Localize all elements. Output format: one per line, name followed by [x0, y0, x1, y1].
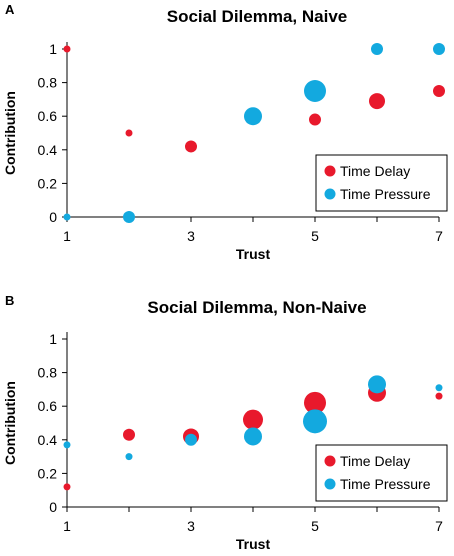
data-point-time-delay [435, 392, 443, 400]
data-point-time-pressure [368, 375, 386, 394]
data-point-time-pressure [371, 43, 383, 55]
y-tick-label: 0.4 [38, 142, 58, 158]
y-tick-label: 0.6 [38, 108, 58, 124]
data-point-time-delay [369, 93, 385, 110]
x-tick-label: 3 [187, 228, 195, 244]
y-tick-label: 1 [49, 41, 57, 57]
y-tick-label: 0.8 [38, 365, 58, 381]
x-tick-label: 1 [63, 518, 71, 534]
legend: Time Delay Time Pressure [315, 154, 448, 212]
data-point-time-pressure [125, 453, 133, 461]
y-tick-label: 0.2 [38, 175, 58, 191]
data-point-time-delay [123, 428, 135, 441]
data-point-time-pressure [63, 213, 71, 221]
legend-marker [324, 478, 336, 490]
panel-letter: B [5, 293, 14, 308]
legend-box [315, 154, 448, 212]
data-point-time-delay [243, 409, 263, 430]
x-tick-label: 5 [311, 228, 319, 244]
data-point-time-delay [63, 45, 71, 53]
x-tick-label: 7 [435, 228, 443, 244]
data-point-time-delay [309, 113, 321, 126]
legend: Time Delay Time Pressure [315, 444, 448, 502]
legend-box [315, 444, 448, 502]
legend-label: Time Pressure [340, 186, 431, 202]
data-point-time-delay [433, 85, 445, 97]
legend-label: Time Delay [340, 163, 410, 179]
data-point-time-pressure [304, 80, 326, 102]
series-time-pressure [63, 43, 445, 223]
series-time-pressure [63, 375, 443, 461]
y-tick-label: 0 [49, 209, 57, 225]
y-tick-label: 0.4 [38, 432, 58, 448]
y-tick-label: 0.2 [38, 465, 58, 481]
data-point-time-delay [125, 129, 133, 137]
series-time-delay [63, 45, 445, 153]
data-point-time-pressure [63, 441, 71, 449]
legend-marker [324, 165, 336, 177]
chart-panel-b: B Social Dilemma, Non-Naive 0 0.2 0.4 0.6 0.8 1… [2, 293, 448, 552]
data-point-time-pressure [435, 384, 443, 392]
x-axis-label: Trust [236, 536, 271, 552]
data-point-time-pressure [244, 107, 262, 126]
legend-marker [324, 188, 336, 200]
chart-title: Social Dilemma, Naive [167, 7, 347, 26]
y-tick-label: 0 [49, 499, 57, 515]
data-point-time-pressure [303, 409, 327, 434]
y-axis-label: Contribution [2, 91, 18, 175]
legend-label: Time Delay [340, 453, 410, 469]
chart-panel-a: A Social Dilemma, Naive 0 0.2 0.4 0.6 0.8 1 1 3 5 7… [2, 2, 448, 262]
chart-title: Social Dilemma, Non-Naive [147, 298, 366, 317]
x-axis-label: Trust [236, 246, 271, 262]
y-tick-label: 1 [49, 331, 57, 347]
y-tick-label: 0.8 [38, 75, 58, 91]
data-point-time-pressure [185, 433, 197, 446]
data-point-time-pressure [244, 427, 262, 446]
x-tick-label: 7 [435, 518, 443, 534]
x-tick-label: 5 [311, 518, 319, 534]
y-tick-label: 0.6 [38, 398, 58, 414]
data-point-time-pressure [433, 43, 445, 55]
legend-label: Time Pressure [340, 476, 431, 492]
y-axis-label: Contribution [2, 381, 18, 465]
data-point-time-delay [63, 483, 71, 491]
data-point-time-delay [185, 140, 197, 153]
x-tick-label: 3 [187, 518, 195, 534]
panel-letter: A [5, 2, 15, 17]
legend-marker [324, 455, 336, 467]
data-point-time-delay [304, 391, 326, 414]
data-point-time-pressure [123, 211, 135, 223]
x-tick-label: 1 [63, 228, 71, 244]
